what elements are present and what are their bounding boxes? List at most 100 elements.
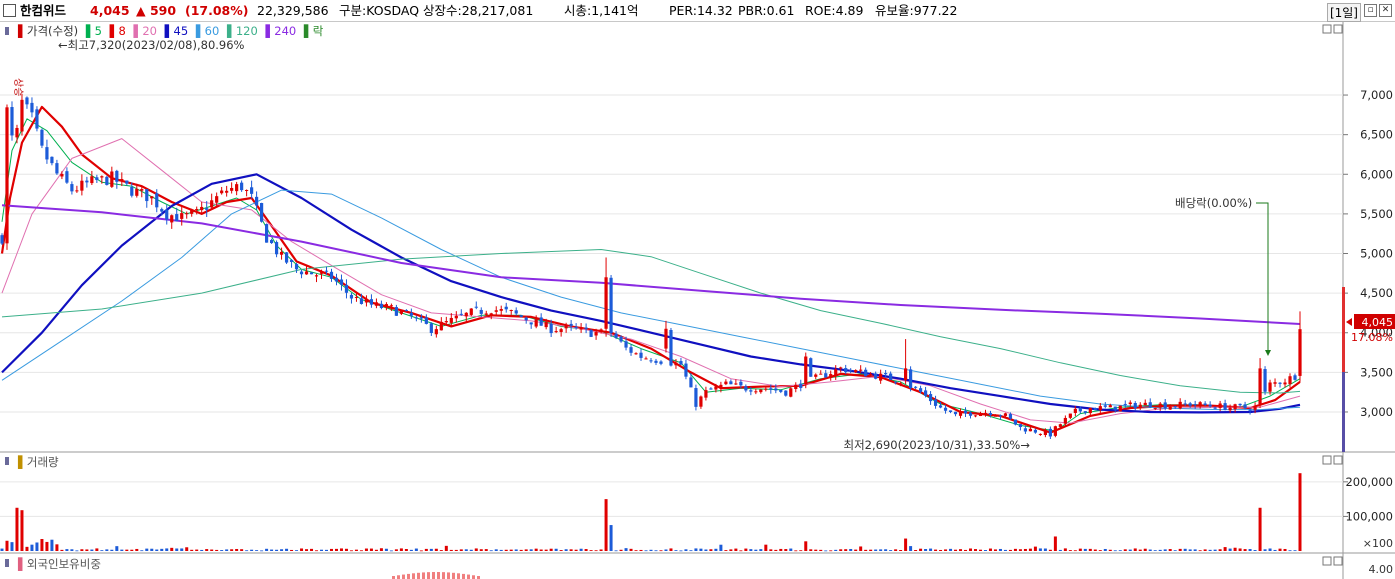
volume-bar (564, 549, 568, 551)
candle-body (669, 330, 673, 366)
volume-bar (30, 544, 34, 551)
volume-bar (399, 548, 403, 551)
price-panel-close-button[interactable] (1333, 24, 1343, 34)
volume-bar (280, 549, 284, 551)
candle-body (1283, 382, 1287, 385)
candle-body (1293, 375, 1297, 380)
candle-body (120, 179, 124, 181)
volume-bar (1108, 549, 1112, 551)
volume-bar (250, 549, 254, 551)
foreign-bar (467, 574, 470, 579)
candle-body (354, 296, 359, 298)
candle-body (334, 277, 339, 282)
volume-bar (1098, 550, 1102, 551)
candle-body (734, 383, 738, 385)
legend-price-label: 가격(수정) (27, 24, 78, 38)
candle-body (559, 329, 563, 333)
candle-body (25, 97, 29, 105)
candle-body (988, 413, 993, 416)
candle-body (894, 381, 898, 383)
volume-bar (474, 548, 478, 551)
candle-body (444, 321, 448, 323)
volume-bar (694, 548, 698, 551)
candle-body (854, 370, 858, 373)
volume-panel-close-button[interactable] (1333, 455, 1343, 465)
candle-body (349, 294, 354, 299)
volume-bar (344, 548, 348, 551)
candle-body (185, 213, 189, 215)
market-cap: 시총:1,141억 (564, 3, 639, 18)
volume-bar (1268, 548, 1272, 551)
foreign-panel-max-button[interactable] (1322, 556, 1332, 566)
volume-bar (1113, 550, 1117, 552)
volume-bar (599, 549, 603, 551)
panel-checkbox[interactable] (3, 4, 16, 17)
period-selector[interactable]: [1일] (1326, 3, 1361, 22)
candle-body (1178, 401, 1182, 409)
volume-grid: 100,000 200,000 (0, 475, 1393, 523)
roe-value: ROE:4.89 (805, 3, 864, 18)
volume-bar (160, 548, 164, 551)
volume-y-tick-label: 200,000 (1345, 475, 1393, 489)
volume-bar (175, 548, 179, 551)
foreign-title: ▌외국인보유비중 (17, 557, 101, 571)
legend-ma8: 8 (119, 24, 126, 38)
stock-chart[interactable]: 3,000 3,500 4,000 4,500 5,000 5,500 6,000 6,500… (0, 22, 1395, 579)
foreign-panel-close-button[interactable] (1333, 556, 1343, 566)
volume-panel-max-button[interactable] (1322, 455, 1332, 465)
legend-ma120: 120 (236, 24, 258, 38)
candle-body (819, 373, 823, 375)
volume-bar (120, 549, 124, 551)
candle-body (374, 302, 379, 306)
volume-bar (854, 549, 858, 551)
volume-bar (539, 549, 543, 551)
volume-bar (529, 549, 533, 551)
candle-body (849, 370, 853, 372)
candle-body (269, 240, 274, 244)
close-icon[interactable]: ✕ (1379, 4, 1392, 17)
volume-bar (275, 549, 279, 551)
candle-body (484, 313, 488, 315)
volume-bar (1193, 549, 1197, 551)
volume-bar (180, 548, 184, 551)
volume-bar (779, 548, 783, 551)
candle-body (294, 264, 299, 270)
volume-bar (265, 548, 269, 551)
volume-bar (634, 550, 638, 552)
candle-body (879, 373, 883, 381)
restore-icon[interactable]: ▫ (1364, 4, 1377, 17)
volume-bar (709, 549, 713, 551)
candle-body (1043, 430, 1047, 435)
candle-body (215, 196, 219, 203)
candle-body (1058, 424, 1062, 427)
candle-body (339, 279, 344, 285)
volume-bar (1033, 546, 1037, 551)
candle-body (1288, 376, 1292, 385)
volume-bar (469, 549, 473, 551)
candle-body (1233, 404, 1237, 410)
volume-bar (394, 549, 398, 551)
listed-shares: 상장수:28,217,081 (423, 3, 534, 18)
price-panel-max-button[interactable] (1322, 24, 1332, 34)
y-tick-label: 3,500 (1360, 365, 1393, 379)
candle-body (50, 156, 54, 164)
candle-body (609, 277, 613, 334)
volume-bar (849, 548, 853, 551)
y-tick-label: 3,000 (1360, 405, 1393, 419)
candle-body (1123, 403, 1127, 405)
candle-body (978, 413, 983, 417)
legend-dividend: 락 (313, 24, 324, 38)
volume-bar (290, 549, 294, 551)
foreign-bar (472, 575, 475, 579)
candle-body (394, 307, 398, 316)
stock-name[interactable]: 한컴위드 (20, 3, 67, 18)
candle-body (799, 383, 803, 388)
volume-bar (639, 549, 643, 551)
candle-body (624, 341, 628, 348)
candle-body (1298, 329, 1302, 376)
candle-body (105, 176, 109, 185)
volume-bar (589, 550, 593, 551)
volume-bar (110, 549, 114, 551)
current-pct-text: 17.08% (1351, 331, 1393, 344)
candle-body (943, 407, 948, 411)
